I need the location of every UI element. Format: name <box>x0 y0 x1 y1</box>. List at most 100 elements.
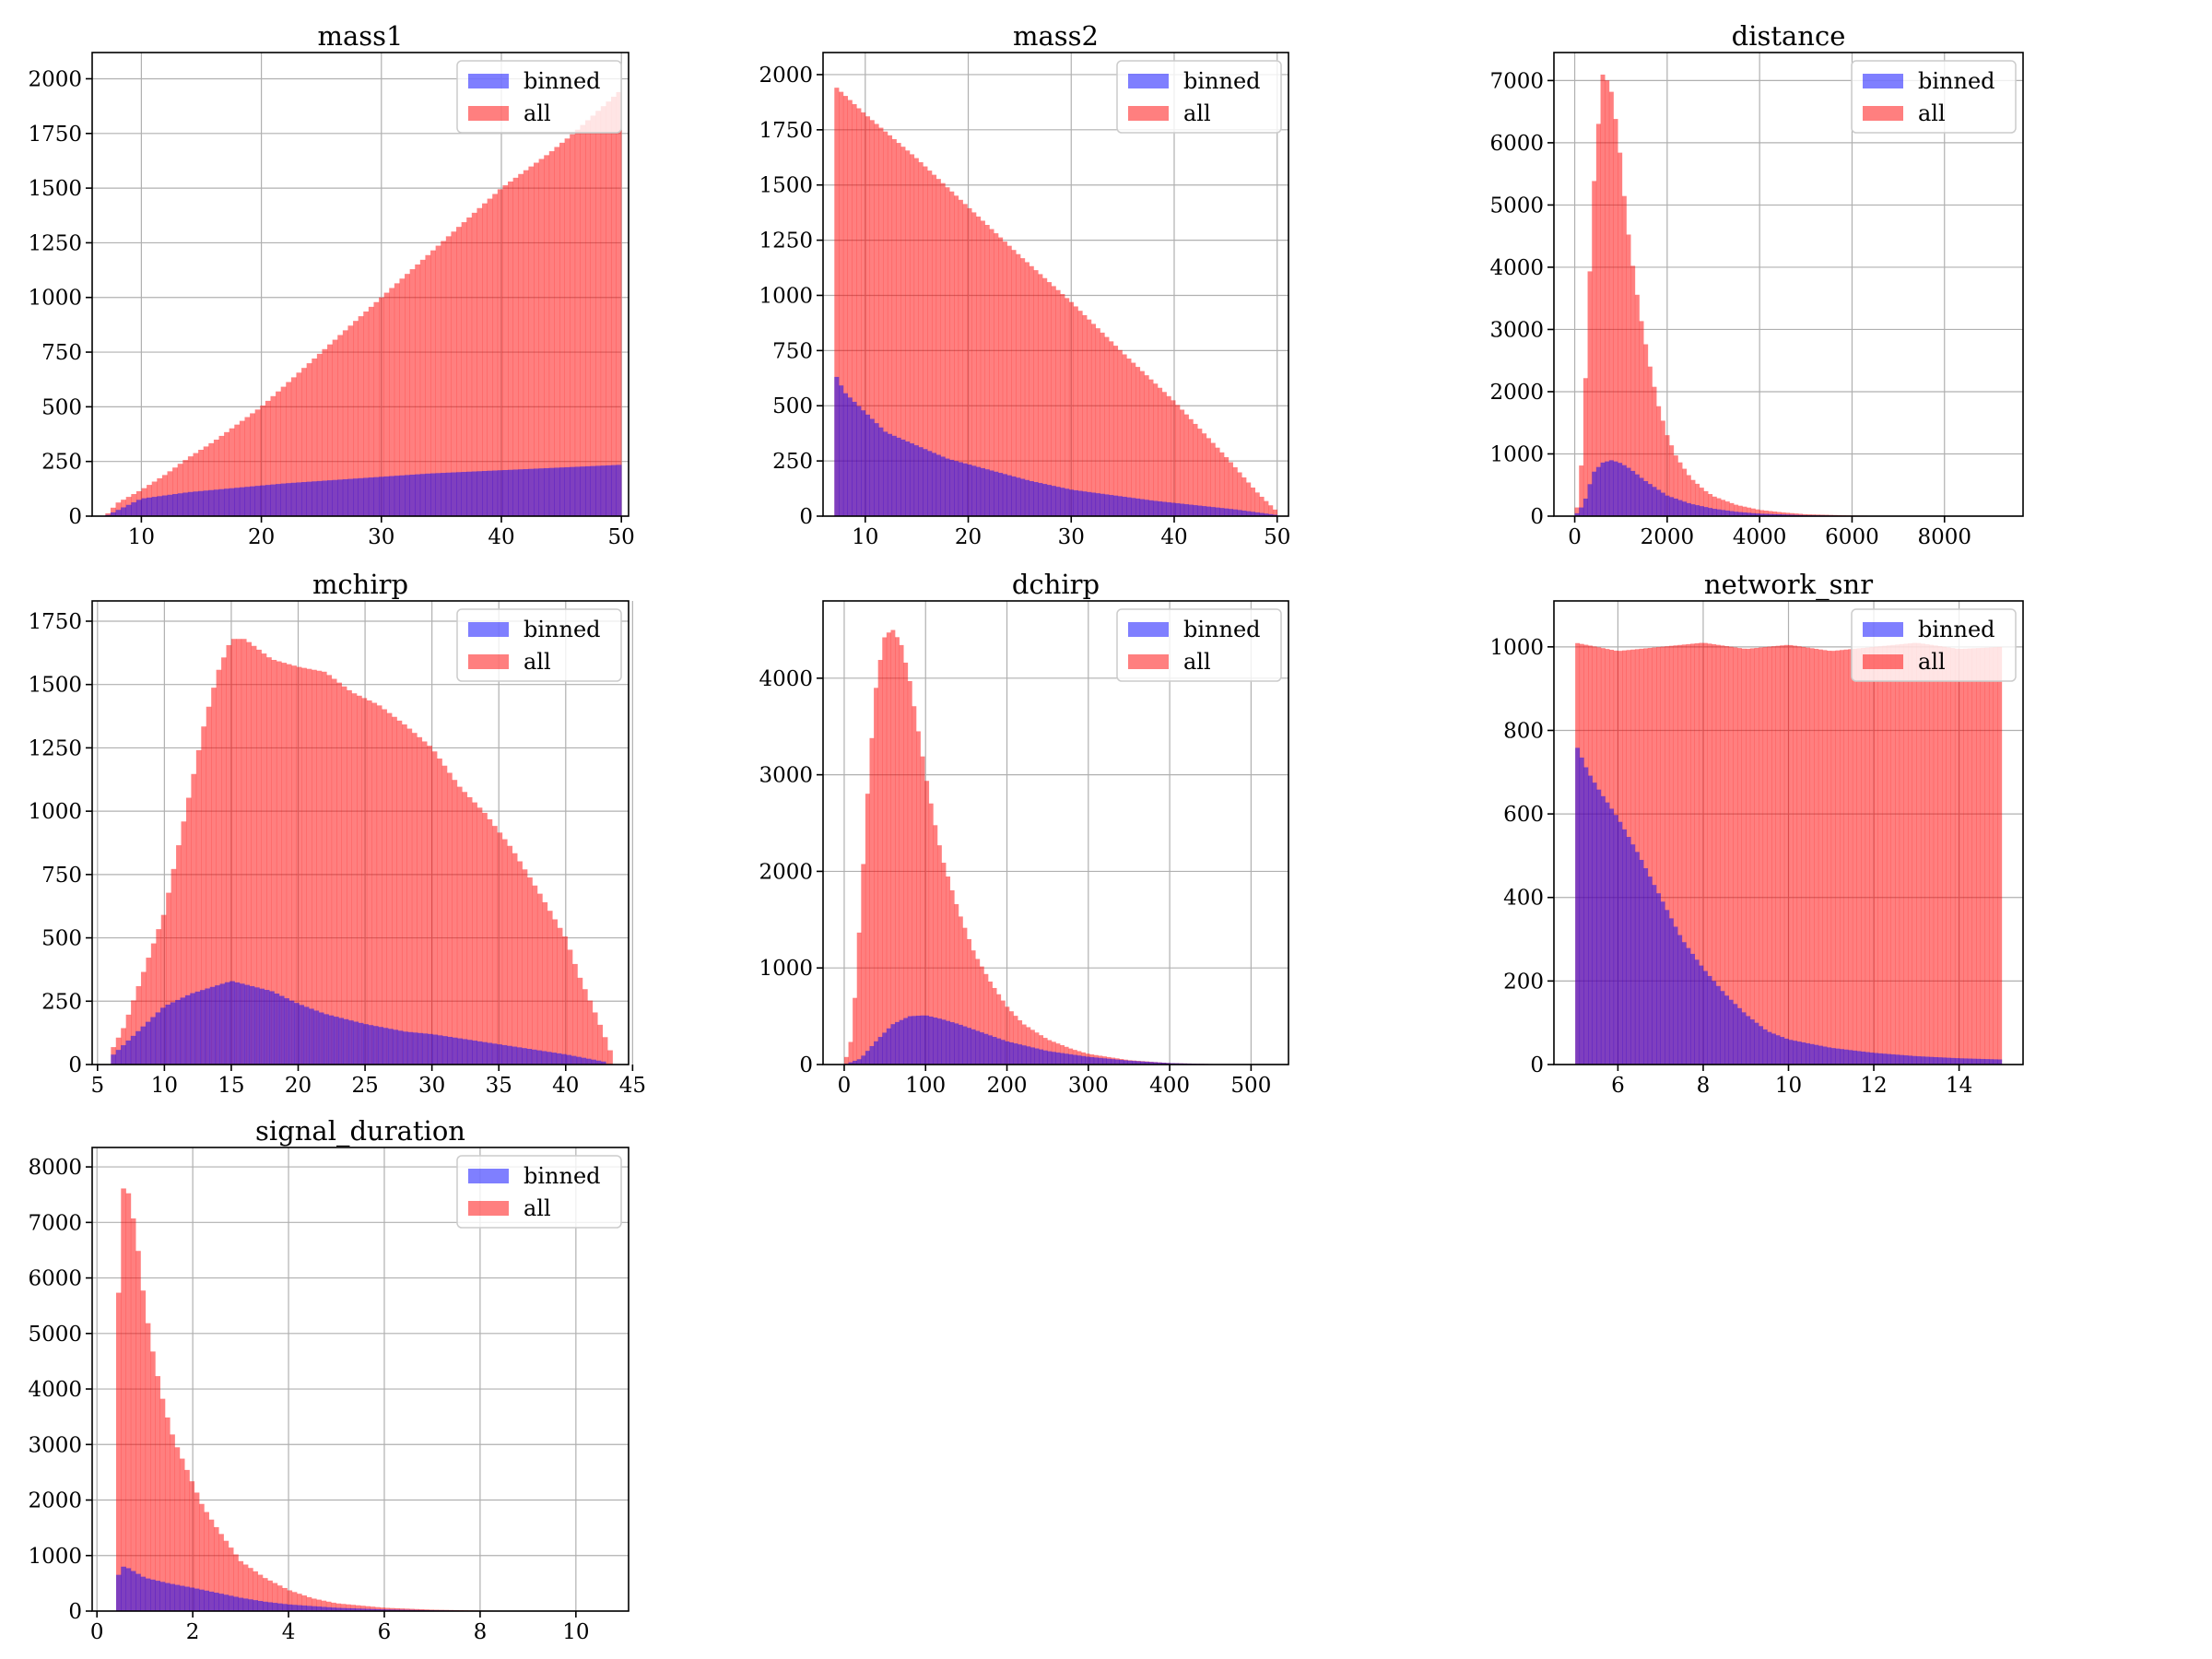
bar-binned <box>1077 1055 1082 1065</box>
bar-all <box>1908 642 1912 1065</box>
legend-swatch-binned <box>468 74 509 88</box>
bar-all <box>167 471 173 516</box>
bar-all <box>1946 647 1951 1065</box>
bar-all <box>1708 494 1713 516</box>
bar-all <box>466 796 473 1065</box>
x-tick-label: 10 <box>128 525 155 549</box>
bar-all <box>208 442 215 516</box>
bar-binned <box>923 449 928 516</box>
bar-all <box>1647 647 1653 1065</box>
bar-all <box>517 861 523 1065</box>
bar-all <box>1715 644 1721 1065</box>
bar-binned <box>1011 476 1017 516</box>
bar-binned <box>591 1059 596 1065</box>
bar-binned <box>1634 474 1640 516</box>
x-tick-label: 15 <box>218 1074 244 1098</box>
bar-all <box>156 929 162 1065</box>
bar-binned <box>962 1026 968 1065</box>
bar-all <box>1690 643 1695 1065</box>
bar-binned <box>338 1018 345 1065</box>
bar-binned <box>522 1048 527 1065</box>
bar-binned <box>160 1007 166 1065</box>
axes-frame <box>822 600 1289 1065</box>
bar-binned <box>523 468 529 516</box>
bar-binned <box>159 1582 166 1611</box>
bar-all <box>321 1600 327 1611</box>
x-tick-label: 40 <box>488 525 514 549</box>
bar-binned <box>172 494 179 516</box>
bar-binned <box>1193 505 1198 516</box>
bar-binned <box>167 494 173 516</box>
bar-all <box>992 987 997 1065</box>
bar-all <box>1639 648 1644 1065</box>
bar-all <box>559 142 565 517</box>
bar-binned <box>1959 1058 1964 1065</box>
bar-all <box>497 832 503 1065</box>
bar-all <box>927 171 933 517</box>
bar-binned <box>1583 767 1589 1065</box>
bar-all <box>266 657 272 1065</box>
y-tick-label: 250 <box>772 450 813 474</box>
bar-binned <box>350 1608 356 1611</box>
bar-all <box>592 1012 598 1065</box>
bar-all <box>1232 467 1238 516</box>
bar-all <box>361 698 368 1065</box>
bar-binned <box>244 487 251 516</box>
y-tick-label: 4000 <box>1489 256 1544 280</box>
x-tick-label: 20 <box>248 525 275 549</box>
bar-binned <box>194 991 201 1065</box>
bar-binned <box>342 478 348 516</box>
legend: binned all <box>1116 608 1282 682</box>
bar-binned <box>1087 491 1092 516</box>
bar-binned <box>581 1057 587 1065</box>
bar-binned <box>886 1028 891 1065</box>
bar-all <box>839 91 844 516</box>
bar-binned <box>1665 910 1670 1065</box>
bar-binned <box>170 1583 175 1611</box>
bar-binned <box>1937 1057 1943 1065</box>
bar-binned <box>1822 1046 1828 1065</box>
bar-binned <box>1060 488 1065 516</box>
bar-all <box>204 1512 209 1611</box>
bar-all <box>130 1218 136 1611</box>
bar-all <box>861 112 866 516</box>
x-tick-label: 6000 <box>1825 525 1879 549</box>
bar-binned <box>905 441 911 516</box>
bar-binned <box>1852 1050 1857 1065</box>
bar-all <box>176 845 182 1065</box>
bar-binned <box>1021 1045 1027 1065</box>
bar-binned <box>374 1608 381 1611</box>
bar-binned <box>262 1601 268 1611</box>
bar-binned <box>1682 501 1688 516</box>
bar-all <box>115 1292 122 1611</box>
bar-binned <box>1699 965 1704 1065</box>
bar-all <box>1579 465 1584 516</box>
bar-binned <box>461 472 467 516</box>
bar-all <box>211 688 217 1065</box>
bar-all <box>912 706 917 1065</box>
bar-all <box>1976 648 1982 1065</box>
bar-all <box>1785 512 1791 516</box>
bar-all <box>1959 648 1964 1065</box>
bar-binned <box>979 1032 984 1065</box>
bar-binned <box>1016 477 1021 516</box>
bar-binned <box>1002 474 1007 516</box>
bar-binned <box>218 488 225 516</box>
bar-all <box>198 450 204 516</box>
bar-binned <box>363 1024 369 1065</box>
bar-binned <box>291 1605 298 1611</box>
bar-binned <box>852 401 857 516</box>
bar-all <box>445 236 452 516</box>
bar-binned <box>856 406 862 516</box>
bar-all <box>1695 483 1700 516</box>
bar-binned <box>1665 495 1670 516</box>
bar-binned <box>1747 512 1752 516</box>
bar-all <box>1712 496 1717 516</box>
bar-binned <box>306 1606 312 1611</box>
bar-binned <box>1055 1052 1061 1065</box>
bar-all <box>918 162 924 516</box>
bar-all <box>1781 512 1786 516</box>
bar-binned <box>1188 504 1194 516</box>
bar-binned <box>544 467 550 516</box>
